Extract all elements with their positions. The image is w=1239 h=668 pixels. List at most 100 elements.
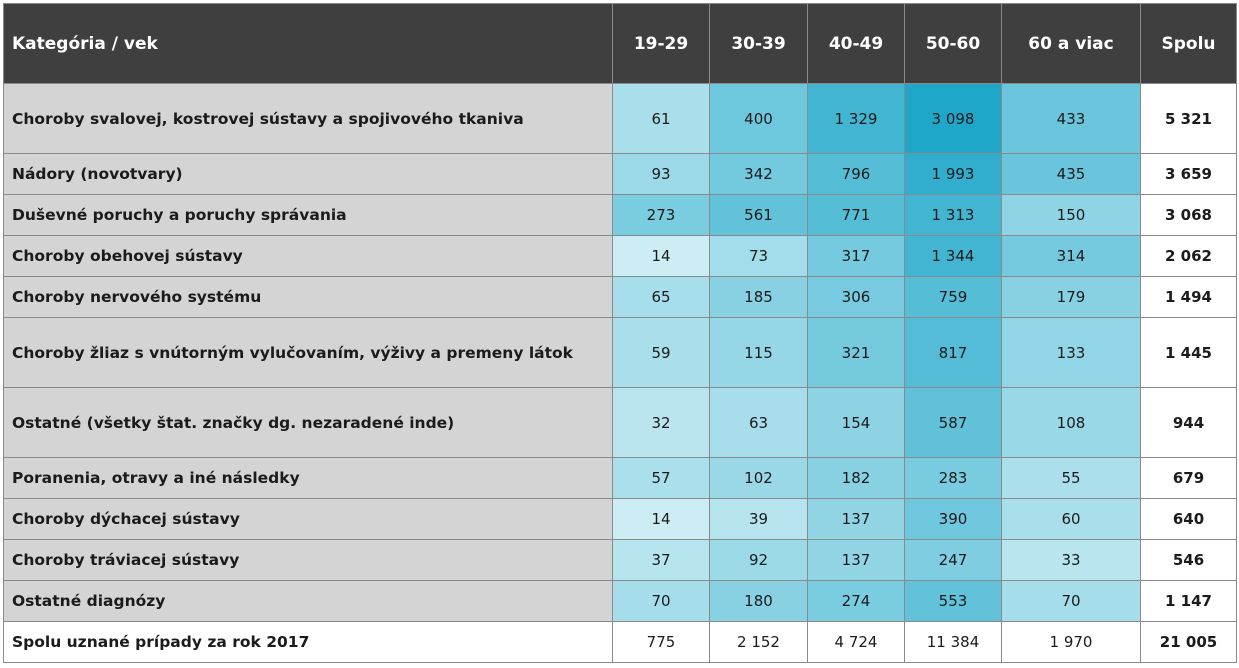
value-cell: 137 [807, 498, 905, 540]
age-column-header: 60 a viac [1001, 3, 1141, 84]
value-cell: 283 [904, 457, 1002, 499]
row-label: Choroby tráviacej sústavy [3, 539, 613, 581]
value-cell: 70 [612, 580, 710, 622]
value-cell: 59 [612, 317, 710, 388]
value-cell: 321 [807, 317, 905, 388]
value-cell: 70 [1001, 580, 1141, 622]
value-cell: 102 [709, 457, 808, 499]
value-cell: 154 [807, 387, 905, 458]
summary-row: Spolu uznané prípady za rok 2017 775 2 1… [3, 621, 1237, 663]
summary-cell: 2 152 [709, 621, 808, 663]
value-cell: 108 [1001, 387, 1141, 458]
value-cell: 39 [709, 498, 808, 540]
row-label: Choroby svalovej, kostrovej sústavy a sp… [3, 83, 613, 154]
table-row: Ostatné (všetky štat. značky dg. nezarad… [3, 387, 1237, 458]
diagnosis-age-table: Kategória / vek 19-29 30-39 40-49 50-60 … [3, 3, 1237, 663]
value-cell: 57 [612, 457, 710, 499]
row-total-cell: 1 494 [1140, 276, 1237, 318]
value-cell: 274 [807, 580, 905, 622]
value-cell: 185 [709, 276, 808, 318]
row-total-cell: 3 659 [1140, 153, 1237, 195]
table-row: Choroby nervového systému 65 185 306 759 179 1… [3, 276, 1237, 318]
row-label: Ostatné (všetky štat. značky dg. nezarad… [3, 387, 613, 458]
table-row: Choroby dýchacej sústavy 14 39 137 390 60 640 [3, 498, 1237, 540]
row-label: Choroby obehovej sústavy [3, 235, 613, 277]
value-cell: 37 [612, 539, 710, 581]
value-cell: 73 [709, 235, 808, 277]
table-row: Ostatné diagnózy 70 180 274 553 70 1 147 [3, 580, 1237, 622]
row-total-cell: 944 [1140, 387, 1237, 458]
value-cell: 342 [709, 153, 808, 195]
value-cell: 273 [612, 194, 710, 236]
row-total-cell: 3 068 [1140, 194, 1237, 236]
summary-cell: 11 384 [904, 621, 1002, 663]
value-cell: 92 [709, 539, 808, 581]
value-cell: 817 [904, 317, 1002, 388]
row-label: Choroby dýchacej sústavy [3, 498, 613, 540]
category-column-header: Kategória / vek [3, 3, 613, 84]
row-total-cell: 5 321 [1140, 83, 1237, 154]
value-cell: 247 [904, 539, 1002, 581]
value-cell: 561 [709, 194, 808, 236]
age-column-header: 30-39 [709, 3, 808, 84]
value-cell: 435 [1001, 153, 1141, 195]
value-cell: 1 329 [807, 83, 905, 154]
value-cell: 1 993 [904, 153, 1002, 195]
table-row: Choroby obehovej sústavy 14 73 317 1 344 314 2… [3, 235, 1237, 277]
age-column-header: 19-29 [612, 3, 710, 84]
value-cell: 65 [612, 276, 710, 318]
summary-cell: 775 [612, 621, 710, 663]
value-cell: 314 [1001, 235, 1141, 277]
value-cell: 317 [807, 235, 905, 277]
value-cell: 179 [1001, 276, 1141, 318]
value-cell: 390 [904, 498, 1002, 540]
row-label: Nádory (novotvary) [3, 153, 613, 195]
value-cell: 61 [612, 83, 710, 154]
value-cell: 60 [1001, 498, 1141, 540]
value-cell: 759 [904, 276, 1002, 318]
summary-cell: 4 724 [807, 621, 905, 663]
table-row: Choroby žliaz s vnútorným vylučovaním, v… [3, 317, 1237, 388]
value-cell: 32 [612, 387, 710, 458]
row-label: Choroby žliaz s vnútorným vylučovaním, v… [3, 317, 613, 388]
value-cell: 63 [709, 387, 808, 458]
row-total-cell: 546 [1140, 539, 1237, 581]
table-row: Nádory (novotvary) 93 342 796 1 993 435 3 659 [3, 153, 1237, 195]
table-row: Choroby svalovej, kostrovej sústavy a sp… [3, 83, 1237, 154]
row-total-cell: 1 147 [1140, 580, 1237, 622]
value-cell: 553 [904, 580, 1002, 622]
table-row: Poranenia, otravy a iné následky 57 102 182… [3, 457, 1237, 499]
row-label: Duševné poruchy a poruchy správania [3, 194, 613, 236]
value-cell: 180 [709, 580, 808, 622]
row-label: Poranenia, otravy a iné následky [3, 457, 613, 499]
value-cell: 433 [1001, 83, 1141, 154]
row-label: Choroby nervového systému [3, 276, 613, 318]
row-total-cell: 1 445 [1140, 317, 1237, 388]
row-label: Ostatné diagnózy [3, 580, 613, 622]
value-cell: 587 [904, 387, 1002, 458]
value-cell: 796 [807, 153, 905, 195]
row-total-cell: 679 [1140, 457, 1237, 499]
value-cell: 150 [1001, 194, 1141, 236]
value-cell: 115 [709, 317, 808, 388]
value-cell: 306 [807, 276, 905, 318]
value-cell: 1 344 [904, 235, 1002, 277]
value-cell: 400 [709, 83, 808, 154]
value-cell: 771 [807, 194, 905, 236]
age-column-header: 50-60 [904, 3, 1002, 84]
summary-label: Spolu uznané prípady za rok 2017 [3, 621, 613, 663]
age-column-header: 40-49 [807, 3, 905, 84]
value-cell: 93 [612, 153, 710, 195]
value-cell: 3 098 [904, 83, 1002, 154]
value-cell: 133 [1001, 317, 1141, 388]
value-cell: 137 [807, 539, 905, 581]
value-cell: 33 [1001, 539, 1141, 581]
summary-total-cell: 21 005 [1140, 621, 1237, 663]
value-cell: 1 313 [904, 194, 1002, 236]
table-row: Choroby tráviacej sústavy 37 92 137 247 33 546 [3, 539, 1237, 581]
value-cell: 14 [612, 235, 710, 277]
total-column-header: Spolu [1140, 3, 1237, 84]
summary-cell: 1 970 [1001, 621, 1141, 663]
table-row: Duševné poruchy a poruchy správania 273 56… [3, 194, 1237, 236]
row-total-cell: 2 062 [1140, 235, 1237, 277]
